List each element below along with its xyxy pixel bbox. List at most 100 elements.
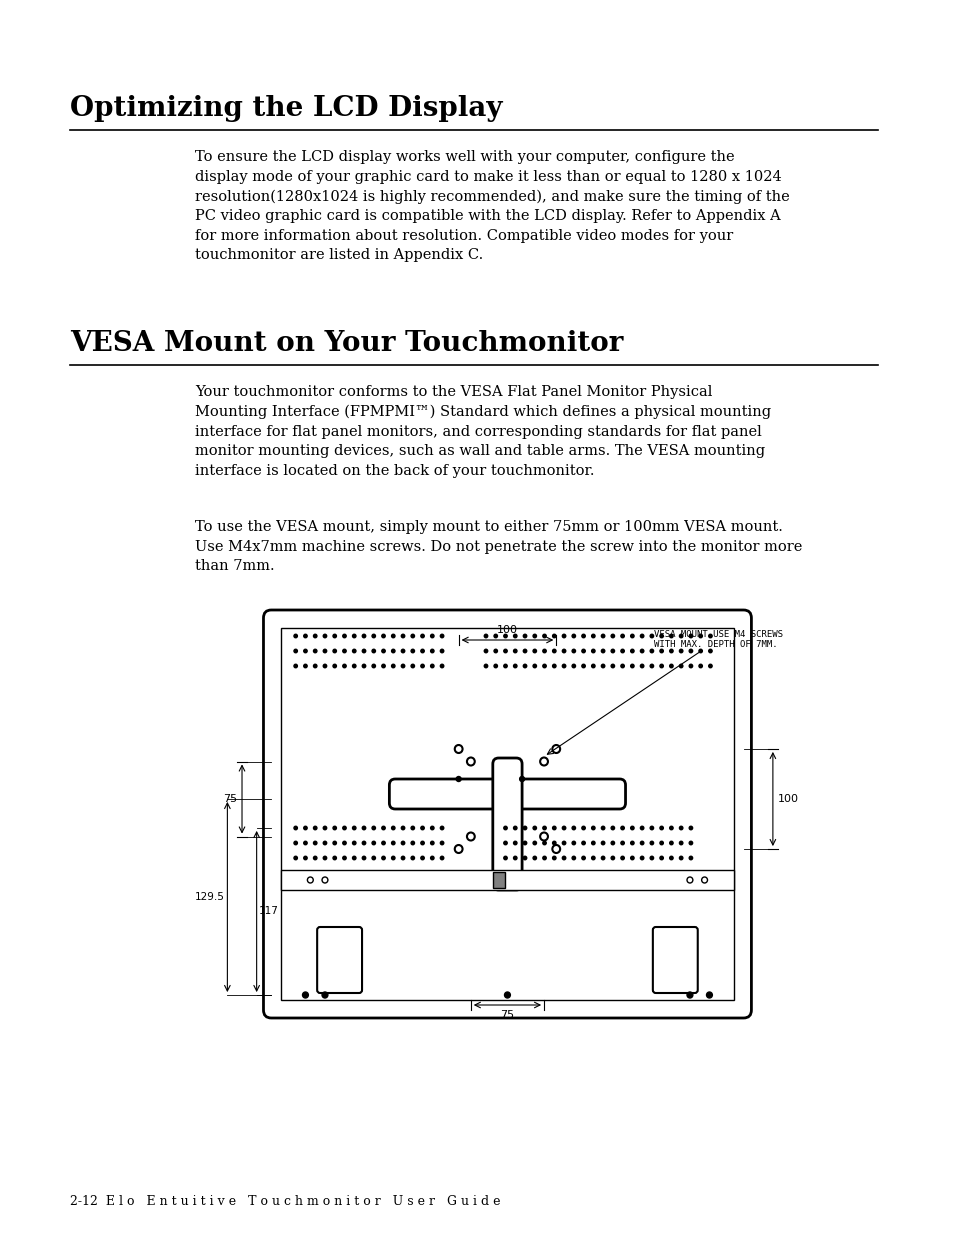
Text: 117: 117 [258,906,278,916]
Circle shape [494,635,497,637]
Circle shape [294,841,297,845]
Circle shape [372,856,375,860]
Circle shape [679,650,682,653]
Circle shape [561,635,565,637]
Circle shape [440,664,443,668]
Circle shape [688,826,692,830]
Circle shape [381,856,385,860]
Circle shape [708,635,711,637]
Circle shape [333,856,336,860]
Text: Optimizing the LCD Display: Optimizing the LCD Display [71,95,502,122]
Circle shape [372,826,375,830]
Circle shape [542,635,546,637]
Circle shape [523,826,526,830]
FancyBboxPatch shape [263,610,751,1018]
Circle shape [494,650,497,653]
Circle shape [699,635,701,637]
Circle shape [303,664,307,668]
FancyBboxPatch shape [389,779,625,809]
Circle shape [362,826,365,830]
Circle shape [503,841,507,845]
Circle shape [679,826,682,830]
Text: VESA MOUNT,USE M4 SCREWS
WITH MAX. DEPTH OF 7MM.: VESA MOUNT,USE M4 SCREWS WITH MAX. DEPTH… [653,630,782,650]
Text: Your touchmonitor conforms to the VESA Flat Panel Monitor Physical
Mounting Inte: Your touchmonitor conforms to the VESA F… [195,385,770,478]
Circle shape [659,856,662,860]
Circle shape [552,826,556,830]
Circle shape [542,856,546,860]
Circle shape [513,664,517,668]
Circle shape [650,635,653,637]
Circle shape [523,650,526,653]
Circle shape [620,664,623,668]
Circle shape [303,650,307,653]
Circle shape [420,635,424,637]
Circle shape [639,650,643,653]
Circle shape [420,826,424,830]
Circle shape [401,856,404,860]
Circle shape [600,650,604,653]
Circle shape [401,650,404,653]
Circle shape [504,992,510,998]
Circle shape [659,650,662,653]
Circle shape [333,635,336,637]
FancyBboxPatch shape [652,927,697,993]
Circle shape [342,635,346,637]
Circle shape [620,841,623,845]
Circle shape [513,841,517,845]
Circle shape [572,635,575,637]
Circle shape [561,841,565,845]
Circle shape [552,841,556,845]
Circle shape [581,635,584,637]
Circle shape [484,664,487,668]
Circle shape [650,664,653,668]
Circle shape [323,635,326,637]
Circle shape [411,635,414,637]
Circle shape [679,635,682,637]
Circle shape [533,664,536,668]
Circle shape [372,650,375,653]
Circle shape [639,635,643,637]
Circle shape [484,635,487,637]
Circle shape [411,826,414,830]
Circle shape [303,635,307,637]
FancyBboxPatch shape [493,758,521,890]
Circle shape [420,650,424,653]
Circle shape [323,650,326,653]
Circle shape [620,826,623,830]
Circle shape [503,664,507,668]
Circle shape [372,664,375,668]
Circle shape [353,635,355,637]
Circle shape [708,664,711,668]
Circle shape [391,856,395,860]
Bar [281,869,733,890]
Circle shape [611,826,614,830]
Circle shape [430,664,434,668]
Circle shape [440,826,443,830]
Circle shape [440,841,443,845]
Circle shape [322,992,328,998]
Circle shape [314,856,316,860]
Bar [281,629,733,1000]
Circle shape [659,664,662,668]
Circle shape [391,635,395,637]
Circle shape [294,856,297,860]
Circle shape [630,664,634,668]
Circle shape [591,841,595,845]
Circle shape [572,856,575,860]
Circle shape [381,650,385,653]
Circle shape [630,856,634,860]
Circle shape [591,664,595,668]
Circle shape [411,664,414,668]
Circle shape [650,841,653,845]
Circle shape [533,650,536,653]
Circle shape [302,992,308,998]
Circle shape [679,856,682,860]
Circle shape [362,650,365,653]
Circle shape [572,826,575,830]
Circle shape [362,841,365,845]
Circle shape [686,992,692,998]
Circle shape [503,856,507,860]
Circle shape [456,777,460,782]
Circle shape [669,826,673,830]
Circle shape [314,650,316,653]
